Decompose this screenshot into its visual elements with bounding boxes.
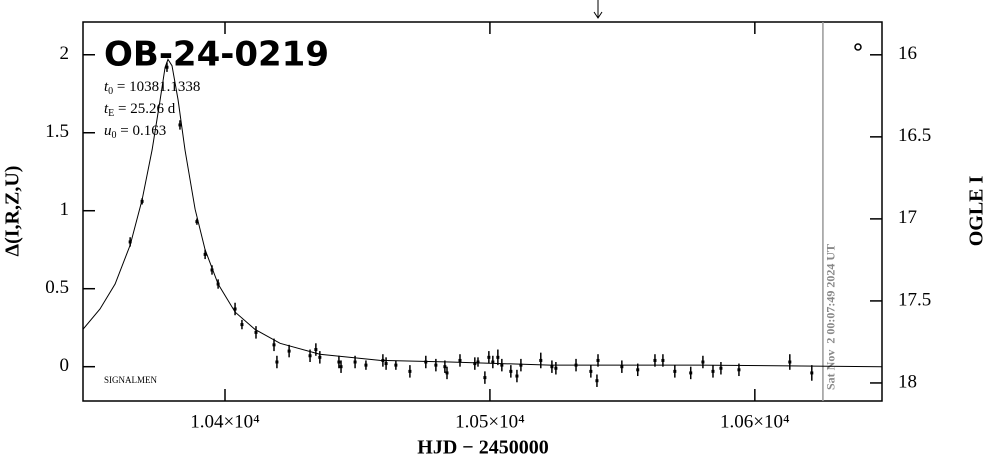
y2-tick-label: 18 (898, 371, 917, 392)
y-tick-label: 1.5 (45, 121, 69, 142)
y-tick-label: 0.5 (45, 277, 69, 298)
data-point (661, 358, 665, 362)
y2-axis-label: OGLE I (966, 175, 986, 246)
y2-tick-label: 16.5 (898, 125, 931, 146)
parameter-text: = 25.26 d (114, 101, 175, 117)
data-point (408, 369, 412, 373)
y2-tick-label: 17 (898, 207, 917, 228)
data-point (195, 220, 199, 224)
data-point (689, 371, 693, 375)
data-point (491, 360, 495, 364)
parameter-text: = 10381.1338 (113, 79, 200, 95)
data-point (233, 307, 237, 311)
model-curve (83, 58, 882, 368)
y-tick-label: 0 (60, 355, 70, 376)
data-point (589, 369, 593, 373)
data-point (810, 371, 814, 375)
data-point (308, 354, 312, 358)
data-point (287, 349, 291, 353)
plot-area (83, 58, 882, 387)
x-axis-label: HJD − 2450000 (417, 437, 548, 459)
parameter: u0 = 0.163 (104, 123, 166, 141)
data-point (595, 379, 599, 383)
data-point (165, 65, 169, 69)
chart-title: OB-24-0219 (104, 35, 329, 75)
y-tick-label: 2 (60, 43, 70, 64)
data-point (719, 366, 723, 370)
y2-tick-label: 17.5 (898, 289, 931, 310)
data-point (596, 358, 600, 362)
data-point (318, 355, 322, 359)
parameter-symbol: u (104, 123, 112, 139)
parameter-subscript: 0 (108, 86, 113, 97)
data-point (384, 362, 388, 366)
data-point (711, 369, 715, 373)
timestamp: Sat Nov 2 00:07:49 2024 UT (824, 244, 838, 390)
data-point (364, 363, 368, 367)
data-point (314, 348, 318, 352)
parameter-symbol: t (104, 79, 109, 95)
plot-frame (82, 21, 883, 402)
x-tick-label: 1.06×10⁴ (720, 411, 790, 432)
parameter: t0 = 10381.1338 (104, 79, 200, 97)
data-point (788, 360, 792, 364)
data-point (272, 343, 276, 347)
data-point (337, 360, 341, 364)
data-point (210, 268, 214, 272)
parameter-symbol: t (104, 101, 109, 117)
data-point (240, 323, 244, 327)
y2-tick-label: 16 (898, 43, 917, 64)
data-point (203, 252, 207, 256)
data-point (476, 360, 480, 364)
data-point (254, 330, 258, 334)
data-point (496, 355, 500, 359)
data-point (620, 365, 624, 369)
data-point (424, 360, 428, 364)
data-point (701, 360, 705, 364)
data-point (445, 371, 449, 375)
marker-symbol (854, 43, 862, 51)
parameter-text: = 0.163 (117, 123, 167, 139)
credit: SIGNALMEN (104, 375, 157, 385)
y-tick-label: 1 (60, 199, 70, 220)
data-point (178, 123, 182, 127)
x-tick-label: 1.04×10⁴ (190, 411, 260, 432)
parameter-subscript: E (108, 108, 114, 119)
data-point (443, 365, 447, 369)
data-point (515, 374, 519, 378)
data-point (636, 368, 640, 372)
data-point (509, 369, 513, 373)
data-point (554, 366, 558, 370)
data-point (500, 363, 504, 367)
parameter: tE = 25.26 d (104, 101, 176, 119)
data-point (434, 363, 438, 367)
data-point (353, 360, 357, 364)
parameter-subscript: 0 (112, 130, 117, 141)
data-point (673, 369, 677, 373)
y-axis-label: Δ(I,R,Z,U) (2, 166, 24, 257)
data-point (483, 376, 487, 380)
data-point (550, 365, 554, 369)
data-point (539, 358, 543, 362)
data-point (394, 363, 398, 367)
data-point (653, 358, 657, 362)
data-point (339, 365, 343, 369)
data-point (473, 362, 477, 366)
x-tick-label: 1.05×10⁴ (455, 411, 525, 432)
data-point (458, 358, 462, 362)
data-point (487, 355, 491, 359)
data-point (519, 363, 523, 367)
arrow (593, 0, 603, 19)
data-point (737, 368, 741, 372)
data-point (275, 360, 279, 364)
data-point (128, 240, 132, 244)
